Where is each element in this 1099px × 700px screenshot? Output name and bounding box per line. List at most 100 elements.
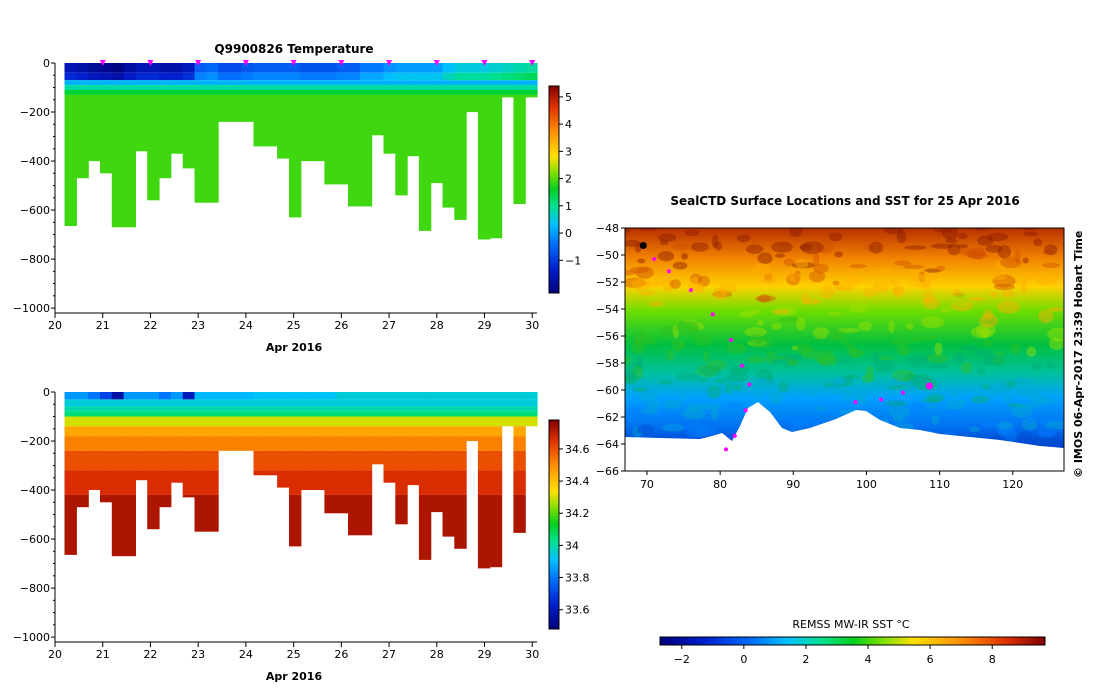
sst-blob <box>699 424 709 429</box>
profile-column <box>265 392 278 476</box>
profile-cell <box>489 411 503 417</box>
profile-cell <box>277 406 290 412</box>
profile-cell <box>88 406 101 412</box>
sst-blob <box>997 245 1011 259</box>
sst-blob <box>888 320 895 333</box>
profile-cell <box>395 85 408 90</box>
sst-colorbar-tick-label: 2 <box>802 653 809 666</box>
track-point <box>740 363 745 368</box>
profile-column <box>111 392 125 557</box>
profile-cell <box>477 426 491 437</box>
profile-cell <box>88 94 101 162</box>
profile-cell <box>477 416 491 427</box>
sst-blob <box>658 379 673 385</box>
profile-marker <box>290 60 297 66</box>
profile-cell <box>229 63 243 73</box>
profile-cell <box>241 399 255 407</box>
profile-cell <box>253 426 266 437</box>
profile-cell <box>407 416 420 427</box>
profile-cell <box>277 450 290 471</box>
profile-cell <box>135 470 148 481</box>
colorbar-tick-label: 34.2 <box>565 507 590 520</box>
sst-blob <box>903 264 925 269</box>
profile-cell <box>489 406 503 412</box>
sst-blob <box>827 311 842 316</box>
profile-column <box>513 63 526 204</box>
profile-cell <box>111 85 125 90</box>
sst-colorbar-label: REMSS MW-IR SST °C <box>792 618 910 631</box>
profile-cell <box>218 90 231 95</box>
sst-blob <box>658 233 677 242</box>
sst-blob <box>1024 271 1040 278</box>
profile-cell <box>359 416 373 427</box>
profile-cell <box>194 85 207 90</box>
sst-blob <box>791 262 816 269</box>
profile-cell <box>348 470 361 495</box>
profile-cell <box>277 436 290 451</box>
profile-column <box>336 63 349 185</box>
profile-cell <box>312 436 325 451</box>
profile-cell <box>454 94 467 220</box>
profile-cell <box>442 416 455 427</box>
profile-cell <box>324 85 337 90</box>
sst-colorbar-ramp <box>659 636 1046 646</box>
sst-blob <box>632 427 643 438</box>
sst-blob <box>679 388 686 402</box>
sst-blob <box>699 365 722 376</box>
x-tick-label: 29 <box>478 648 492 661</box>
map-y-tick-label: −54 <box>596 303 619 316</box>
sst-blob <box>943 409 965 414</box>
profile-cell <box>324 94 337 185</box>
sst-blob <box>828 232 843 242</box>
sst-blob <box>787 416 806 427</box>
profile-column <box>348 392 361 536</box>
profile-cell <box>206 416 219 427</box>
profile-cell <box>194 63 207 73</box>
sst-blob <box>747 339 768 347</box>
profile-cell <box>265 94 278 147</box>
profile-cell <box>88 436 101 451</box>
profile-cell <box>489 399 503 407</box>
profile-cell <box>289 63 302 73</box>
sst-blob <box>802 348 818 360</box>
sst-blob <box>865 366 875 379</box>
profile-marker <box>433 60 440 66</box>
profile-cell <box>407 392 420 400</box>
profile-cell <box>253 416 266 427</box>
profile-cell <box>371 85 384 90</box>
profile-cell <box>300 436 314 451</box>
x-tick-label: 30 <box>525 648 539 661</box>
profile-cell <box>348 399 361 407</box>
profile-cell <box>430 426 444 437</box>
sst-blob <box>758 294 771 303</box>
sst-blob <box>757 252 773 265</box>
temperature-y-axis: 0 −200 −400 −600 −800 −1000 <box>13 57 56 315</box>
sst-blob <box>793 414 813 427</box>
profile-cell <box>64 411 77 417</box>
sst-blob <box>1044 244 1058 256</box>
profile-cell <box>218 406 231 412</box>
profile-cell <box>170 94 184 154</box>
profile-cell <box>324 494 337 514</box>
profile-cell <box>277 392 290 400</box>
sst-blob <box>941 228 959 240</box>
sst-blob <box>1034 272 1058 286</box>
sst-blob <box>669 279 681 289</box>
profile-cell <box>111 416 125 427</box>
sst-blob <box>890 400 908 414</box>
profile-column <box>241 63 255 122</box>
sst-blob <box>791 345 799 351</box>
profile-cell <box>395 450 408 471</box>
profile-cell <box>324 426 337 437</box>
sst-blob <box>858 321 872 332</box>
sst-blob <box>979 314 998 328</box>
sst-blob <box>688 326 701 335</box>
profile-cell <box>312 426 325 437</box>
sst-blob <box>718 282 737 294</box>
profile-cell <box>466 63 479 73</box>
profile-cell <box>218 411 231 417</box>
sst-blob <box>945 238 958 244</box>
profile-cell <box>147 450 160 471</box>
profile-cell <box>312 72 325 81</box>
